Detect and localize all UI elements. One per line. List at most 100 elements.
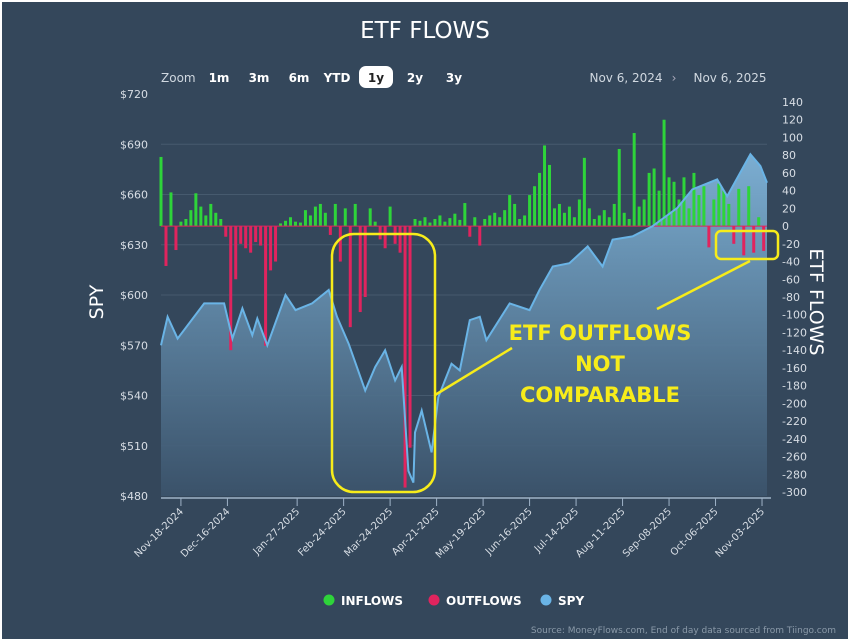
inflow-bar — [757, 217, 761, 227]
inflow-bar — [279, 223, 283, 227]
y-left-tick-label: $630 — [120, 239, 148, 252]
inflow-bar — [572, 217, 576, 227]
inflow-bar — [657, 190, 661, 227]
y-right-tick-label: 20 — [782, 202, 796, 215]
x-tick-label: Mar-24-2025 — [342, 506, 395, 559]
range-selector: Zoom 1m 3m 6m YTD 1y 2y 3y Nov 6, 2024 ›… — [161, 66, 767, 88]
y-right-tick-label: -260 — [782, 451, 807, 464]
inflow-bar — [453, 213, 457, 227]
range-arrow: › — [672, 71, 677, 85]
x-tick-label: Oct-06-2025 — [669, 506, 721, 558]
outflow-bar — [468, 226, 472, 237]
outflow-bar — [707, 226, 711, 248]
outflow-bar — [398, 226, 402, 253]
y-right-tick-label: -140 — [782, 344, 807, 357]
range-button-2y[interactable]: 2y — [407, 71, 423, 85]
range-button-6m[interactable]: 6m — [289, 71, 310, 85]
outflow-bar — [742, 226, 746, 256]
inflow-bar — [169, 192, 173, 227]
inflow-bar — [602, 210, 606, 227]
inflow-bar — [493, 212, 497, 227]
range-button-1m[interactable]: 1m — [209, 71, 230, 85]
y-left-tick-label: $480 — [120, 490, 148, 503]
inflow-bar — [214, 212, 218, 227]
inflow-bar — [637, 206, 641, 227]
y-right-axis-title: ETF FLOWS — [805, 248, 827, 355]
y-right-tick-label: 0 — [782, 220, 789, 233]
range-button-3y[interactable]: 3y — [446, 71, 462, 85]
outflow-bar — [254, 226, 258, 243]
y-right-tick-label: 120 — [782, 114, 803, 127]
inflow-bar — [284, 220, 288, 227]
x-tick-label: Apr-21-2025 — [390, 506, 442, 558]
outflow-bar — [478, 226, 482, 246]
inflows-dot-icon — [323, 594, 335, 606]
outflow-bar — [338, 226, 342, 262]
chart-title: ETF FLOWS — [360, 18, 490, 44]
x-tick-label: Nov-03-2025 — [714, 506, 767, 559]
spy-dot-icon — [540, 594, 552, 606]
inflow-bar — [612, 203, 616, 227]
y-right-tick-label: 80 — [782, 149, 796, 162]
inflow-bar — [503, 210, 507, 227]
x-tick-label: Jul-14-2025 — [532, 506, 581, 555]
outflow-bar — [259, 226, 263, 246]
y-right-tick-label: -180 — [782, 380, 807, 393]
inflow-bar — [508, 195, 512, 227]
outflow-bar — [732, 226, 736, 244]
inflow-bar — [677, 199, 681, 227]
range-from-date[interactable]: Nov 6, 2024 — [589, 71, 662, 85]
outflow-bar — [274, 226, 278, 262]
outflow-bar — [264, 226, 268, 346]
y-left-tick-label: $600 — [120, 289, 148, 302]
outflow-bar — [363, 226, 367, 297]
inflow-bar — [194, 193, 198, 227]
y-right-tick-label: -100 — [782, 309, 807, 322]
inflow-bar — [159, 156, 163, 227]
inflow-bar — [737, 188, 741, 227]
legend-item-inflows[interactable]: INFLOWS — [323, 594, 404, 608]
inflow-bar — [518, 219, 522, 227]
inflow-bar — [368, 208, 372, 227]
y-right-tick-label: -120 — [782, 326, 807, 339]
y-right-tick-label: -80 — [782, 291, 800, 304]
y-right-tick-label: -220 — [782, 415, 807, 428]
inflow-bar — [562, 212, 566, 227]
legend-item-outflows[interactable]: OUTFLOWS — [428, 594, 522, 608]
inflow-bar — [318, 203, 322, 227]
outflow-bar — [244, 226, 248, 249]
inflow-bar — [552, 208, 556, 227]
annotation-line-3: COMPARABLE — [520, 383, 680, 407]
y-left-tick-label: $690 — [120, 138, 148, 151]
range-button-3m[interactable]: 3m — [249, 71, 270, 85]
inflow-bar — [687, 208, 691, 227]
inflow-bar — [483, 219, 487, 227]
inflow-bar — [513, 203, 517, 227]
spy-line — [160, 152, 768, 483]
inflow-bar — [488, 215, 492, 227]
x-tick-label: Jan-27-2025 — [251, 506, 302, 557]
inflow-bar — [428, 222, 432, 227]
annotation-box-large — [330, 232, 437, 494]
inflow-bar — [647, 172, 651, 227]
x-tick-label: Dec-16-2024 — [179, 506, 233, 560]
outflow-bar — [224, 226, 228, 237]
inflow-bar — [747, 186, 751, 227]
outflow-bar — [762, 226, 766, 251]
range-button-ytd[interactable]: YTD — [323, 71, 351, 85]
y-left-tick-label: $540 — [120, 390, 148, 403]
inflow-bar — [697, 195, 701, 227]
range-button-1y[interactable]: 1y — [368, 71, 384, 85]
legend-item-spy[interactable]: SPY — [540, 594, 585, 608]
y-left-tick-label: $510 — [120, 440, 148, 453]
inflow-bar — [219, 219, 223, 227]
range-to-date[interactable]: Nov 6, 2025 — [693, 71, 766, 85]
inflow-bar — [303, 210, 307, 227]
inflow-bar — [333, 203, 337, 227]
x-tick-label: Feb-24-2025 — [296, 506, 348, 558]
y-left-axis-title: SPY — [86, 284, 108, 319]
inflow-bar — [438, 215, 442, 227]
inflow-bar — [567, 206, 571, 227]
